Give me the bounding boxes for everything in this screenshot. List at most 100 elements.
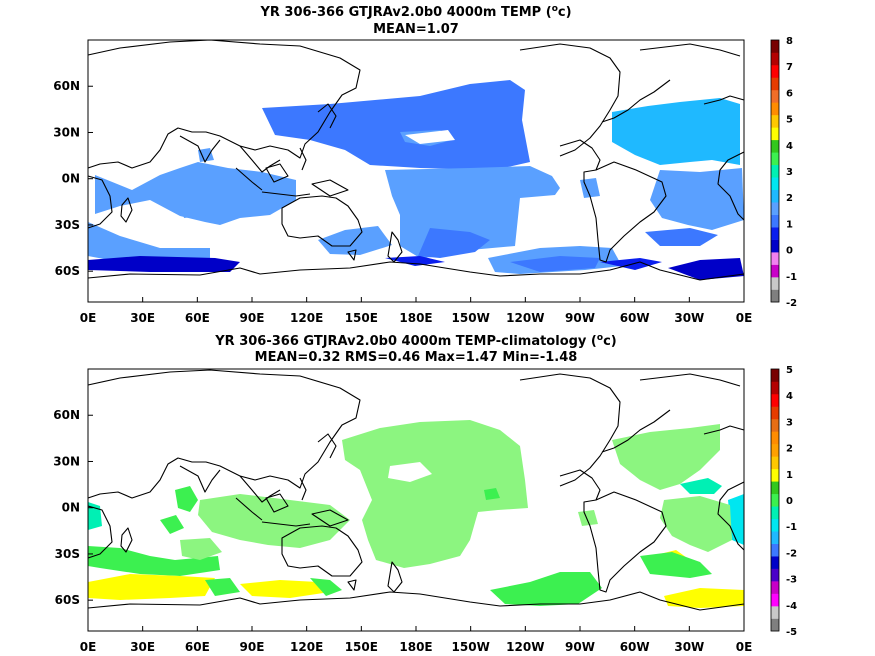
colorbar-swatch <box>771 77 779 91</box>
p1-coast-japan <box>317 103 337 129</box>
x-tick-label: 120W <box>506 311 544 325</box>
p1-coast-sumatra <box>235 167 263 191</box>
p1-coast-india <box>179 135 221 163</box>
p1-hole-1 <box>405 130 455 144</box>
p1-coast-philippines <box>299 147 307 171</box>
colorbar-swatch <box>771 127 779 141</box>
p1-region-ant-ross <box>385 256 445 266</box>
p1-region-patch-4 <box>180 198 218 218</box>
colorbar-swatch <box>771 543 779 557</box>
colorbar-swatch <box>771 214 779 228</box>
x-tick-label: 0E <box>736 311 753 325</box>
x-tick-label: 60E <box>185 640 210 654</box>
colorbar-label: 6 <box>786 88 793 99</box>
panel-2: YR 306-366 GTJRAv2.0b0 4000m TEMP-climat… <box>53 333 797 654</box>
p1-region-sindian <box>88 222 210 265</box>
panel-1-y-ticks: 60N 30N 0N 30S 60S <box>53 79 93 278</box>
p1-region-natlantic <box>612 98 740 165</box>
colorbar-swatch <box>771 164 779 178</box>
colorbar-label: 8 <box>786 36 793 47</box>
p1-coast-ng <box>311 179 349 197</box>
y-tick-label: 60S <box>55 264 80 278</box>
p1-coast-tasmania <box>347 249 357 261</box>
p2-region-indian <box>198 494 350 548</box>
p2-coast-japan <box>317 433 337 459</box>
p1-region-sp-deep <box>418 228 490 258</box>
p1-region-so-pacific2 <box>510 256 600 272</box>
p1-coast-madagascar <box>120 197 133 223</box>
x-tick-label: 60W <box>620 311 650 325</box>
p1-coast-greenland <box>639 43 741 57</box>
colorbar-frame <box>770 39 780 303</box>
colorbar-swatch <box>771 393 779 407</box>
p2-coast-indochina <box>239 475 281 503</box>
x-tick-label: 0E <box>736 640 753 654</box>
x-tick-label: 180E <box>399 311 432 325</box>
x-tick-label: 150W <box>452 640 490 654</box>
y-tick-label: 0N <box>62 172 80 186</box>
colorbar-label: 0 <box>786 496 793 507</box>
panel-2-field <box>88 420 744 608</box>
p2-coast-gulf <box>559 469 601 501</box>
colorbar-swatch <box>771 618 779 632</box>
colorbar-swatch <box>771 443 779 457</box>
colorbar-swatch <box>771 252 779 265</box>
p2-coast-greenland <box>639 373 741 387</box>
colorbar-swatch <box>771 40 779 53</box>
p2-region-so-green3 <box>205 578 240 596</box>
panel-1-subtitle: MEAN=1.07 <box>373 22 459 37</box>
x-tick-label: 90E <box>240 640 265 654</box>
colorbar-label: -4 <box>786 601 797 612</box>
colorbar-swatch <box>771 202 779 215</box>
p2-coast-africa-west <box>717 481 745 551</box>
colorbar-label: -3 <box>786 575 797 586</box>
colorbar-label: 4 <box>786 141 793 152</box>
p2-region-eqatlantic <box>680 478 722 494</box>
p2-region-yellow-1 <box>88 574 215 600</box>
p2-region-so-green2 <box>310 578 342 596</box>
p2-coast-nz <box>387 561 403 593</box>
colorbar-label: 1 <box>786 470 793 481</box>
x-tick-label: 120E <box>290 640 323 654</box>
colorbar-swatch <box>771 481 779 495</box>
p2-region-sio <box>88 546 220 576</box>
colorbar-swatch <box>771 531 779 544</box>
p1-region-ant-indian <box>88 256 240 272</box>
p2-coast-india <box>179 465 221 493</box>
colorbar-label: 5 <box>786 115 793 126</box>
p2-coast-ng <box>311 509 349 527</box>
x-tick-label: 90E <box>240 311 265 325</box>
p2-region-so-pacific <box>490 572 602 606</box>
p2-region-patch-2 <box>484 488 500 500</box>
p2-region-pacific <box>342 420 528 568</box>
y-tick-label: 30N <box>53 125 80 139</box>
x-tick-label: 0E <box>80 640 97 654</box>
p1-coast-australia <box>281 195 363 247</box>
p2-region-sio-pale <box>180 538 222 560</box>
panel-1-field <box>88 80 744 280</box>
colorbar-frame <box>770 368 780 632</box>
panel-1-x-ticks: 0E 30E 60E 90E 120E 150E 180E 150W 120W 90W 60W 30W… <box>80 297 753 325</box>
colorbar-swatch <box>771 418 779 432</box>
p2-coast-tasmania <box>347 579 357 591</box>
x-tick-label: 30E <box>130 640 155 654</box>
p2-coast-borneo <box>265 493 289 513</box>
colorbar-label: 1 <box>786 219 793 230</box>
x-tick-label: 30W <box>674 640 704 654</box>
p2-coast-alaska <box>519 373 621 487</box>
p1-coast-africa-east <box>87 175 113 229</box>
colorbar-swatch <box>771 431 779 445</box>
p2-coast-africa-east <box>87 505 113 559</box>
colorbar-swatch <box>771 102 779 116</box>
colorbar-swatch <box>771 52 779 66</box>
y-tick-label: 60N <box>53 408 80 422</box>
colorbar-swatch <box>771 189 779 203</box>
p1-region-patch-3 <box>198 148 214 162</box>
colorbar-swatch <box>771 493 779 507</box>
colorbar-swatch <box>771 139 779 153</box>
p1-region-npacific <box>262 80 530 170</box>
x-tick-label: 90W <box>565 311 595 325</box>
p1-coast-indochina <box>239 145 281 173</box>
p1-coast-na-east <box>601 79 671 123</box>
p2-region-yellow-2 <box>240 580 330 598</box>
